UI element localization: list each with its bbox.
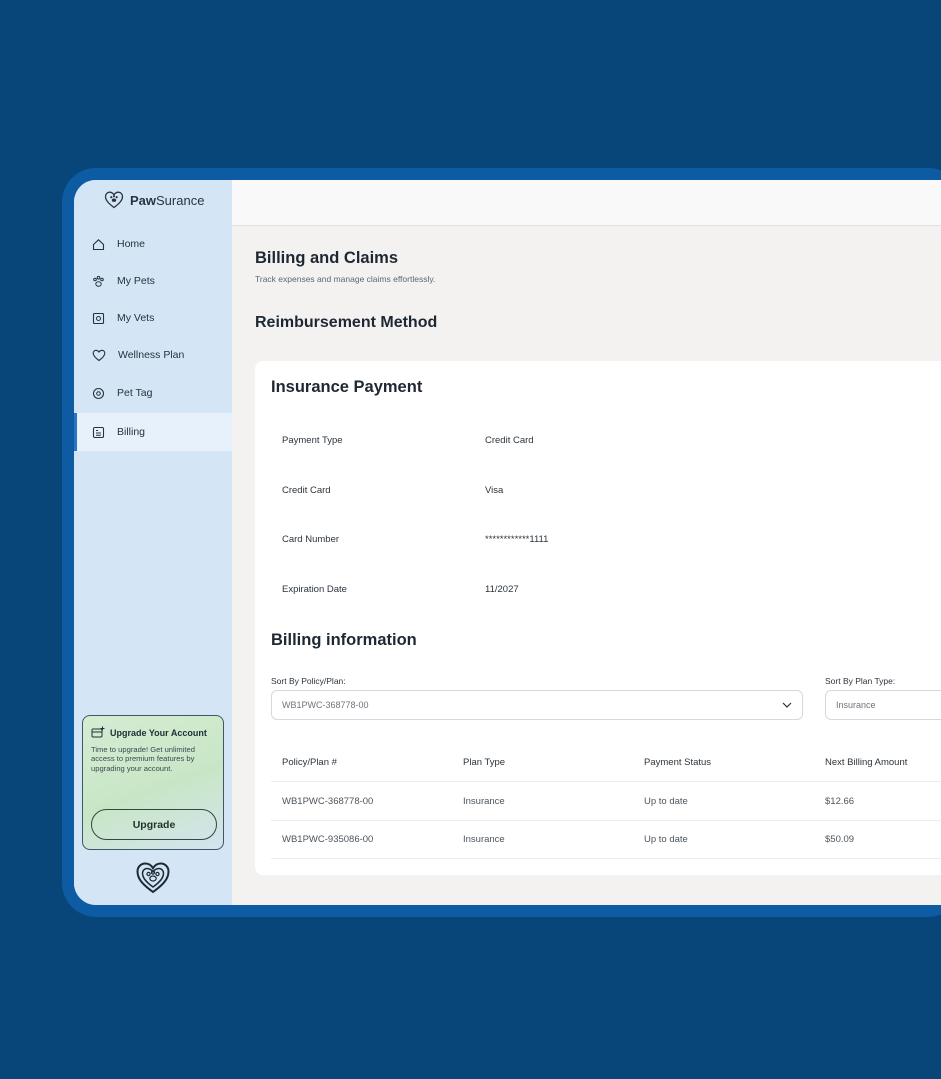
sidebar-item-label: My Pets [117,275,155,287]
cell-policy: WB1PWC-935086-00 [282,834,374,845]
sidebar-item-my-pets[interactable]: My Pets [74,262,232,300]
sort-plan-type-label: Sort By Plan Type: [825,676,896,686]
column-header-policy: Policy/Plan # [282,757,337,768]
sort-plan-type-select[interactable]: Insurance [825,690,941,720]
upgrade-title: Upgrade Your Account [110,728,207,738]
sort-policy-select[interactable]: WB1PWC-368778-00 [271,690,803,720]
section-title-reimbursement: Reimbursement Method [255,314,438,331]
sidebar-item-billing[interactable]: Billing [74,413,232,451]
card-number-value: ************1111 [485,534,549,545]
heart-icon [92,349,106,362]
brand-logo[interactable]: PawSurance [104,189,204,211]
sidebar-item-label: Home [117,238,146,250]
card-number-label: Card Number [282,534,340,545]
sort-policy-label: Sort By Policy/Plan: [271,676,346,686]
billing-information-title: Billing information [271,631,417,649]
credit-card-value: Visa [485,485,504,496]
brand-name-rest: Surance [156,192,205,208]
expiration-date-value: 11/2027 [485,584,519,595]
paw-icon [92,275,105,288]
sidebar-item-wellness-plan[interactable]: Wellness Plan [74,336,232,374]
tag-icon [92,387,105,400]
upgrade-button[interactable]: Upgrade [91,809,217,840]
row-divider [271,781,941,782]
payment-type-label: Payment Type [282,435,343,446]
sidebar: PawSurance Home My Pets My Vets Wellness… [74,180,232,905]
sidebar-item-label: Wellness Plan [118,349,185,361]
insurance-payment-title: Insurance Payment [271,378,423,396]
sidebar-item-label: My Vets [117,312,155,324]
sort-policy-value: WB1PWC-368778-00 [282,700,369,710]
chevron-down-icon [782,700,792,710]
paw-heart-logo-icon [135,861,171,900]
credit-card-label: Credit Card [282,485,331,496]
vet-icon [92,312,105,325]
sidebar-item-pet-tag[interactable]: Pet Tag [74,374,232,412]
upgrade-card: Upgrade Your Account Time to upgrade! Ge… [82,715,224,850]
cell-next-billing: $50.09 [825,834,855,845]
home-icon [92,238,105,251]
page-subtitle: Track expenses and manage claims effortl… [255,274,436,284]
row-divider [271,858,941,859]
brand-name-bold: Paw [130,192,157,208]
payment-type-value: Credit Card [485,435,534,446]
row-divider [271,820,941,821]
sidebar-item-home[interactable]: Home [74,225,232,263]
cell-plan-type: Insurance [463,796,505,807]
expiration-date-label: Expiration Date [282,584,347,595]
upgrade-description: Time to upgrade! Get unlimited access to… [91,745,195,773]
upgrade-title-row: Upgrade Your Account [91,726,215,740]
sidebar-item-label: Billing [117,426,146,438]
cell-next-billing: $12.66 [825,796,855,807]
page-title: Billing and Claims [255,249,399,267]
sidebar-item-label: Pet Tag [117,387,153,399]
top-bar [232,180,941,226]
billing-icon [92,426,105,439]
upgrade-icon [91,726,105,740]
cell-plan-type: Insurance [463,834,505,845]
column-header-plan-type: Plan Type [463,757,506,768]
paw-heart-logo-icon [104,191,124,209]
app-window: PawSurance Home My Pets My Vets Wellness… [74,180,941,905]
sort-plan-type-value: Insurance [836,700,876,710]
cell-payment-status: Up to date [644,834,688,845]
column-header-next-billing: Next Billing Amount [825,757,908,768]
column-header-payment-status: Payment Status [644,757,712,768]
insurance-payment-card: Insurance Payment Payment Type Credit Ca… [255,361,941,875]
cell-policy: WB1PWC-368778-00 [282,796,374,807]
sidebar-item-my-vets[interactable]: My Vets [74,299,232,337]
cell-payment-status: Up to date [644,796,688,807]
